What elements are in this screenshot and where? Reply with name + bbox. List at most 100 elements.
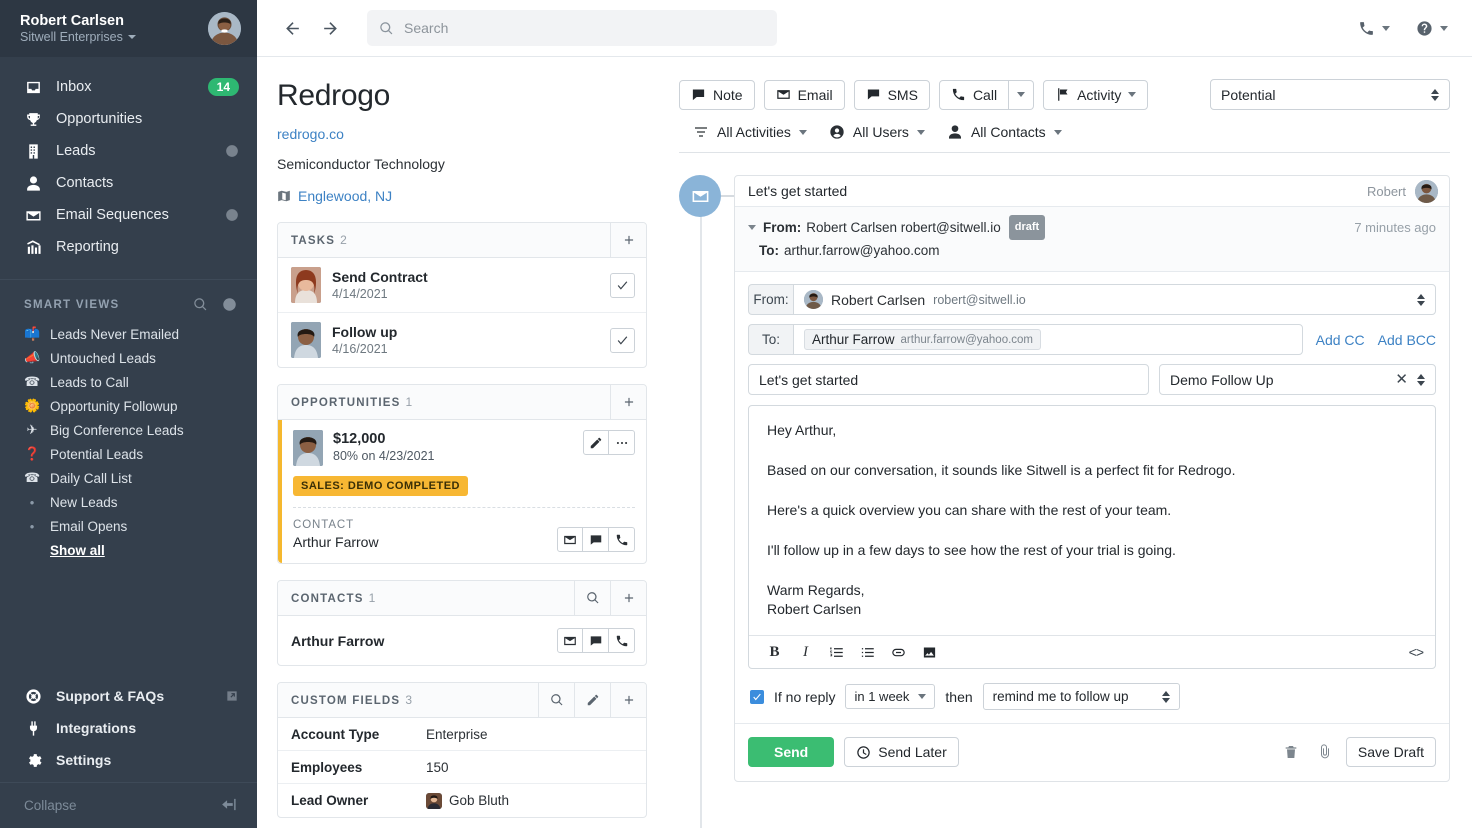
add-lead-icon[interactable] bbox=[225, 144, 239, 158]
clock-icon bbox=[857, 745, 870, 759]
sidebar-item-leads[interactable]: Leads bbox=[0, 135, 257, 167]
sidebar-item-contacts[interactable]: Contacts bbox=[0, 167, 257, 199]
sidebar-item-email-sequences[interactable]: Email Sequences bbox=[0, 199, 257, 231]
custom-field-row[interactable]: Employees 150 bbox=[278, 751, 646, 784]
sidebar-item-daily-call-list[interactable]: ☎ Daily Call List bbox=[0, 466, 257, 490]
link-button[interactable] bbox=[885, 640, 912, 665]
chevron-down-icon bbox=[1440, 25, 1448, 31]
add-smart-view-icon[interactable] bbox=[222, 297, 239, 314]
sidebar-item-inbox[interactable]: Inbox 14 bbox=[0, 71, 257, 103]
opportunity-more-button[interactable] bbox=[609, 430, 635, 455]
phone-menu-button[interactable] bbox=[1354, 16, 1394, 41]
sidebar-item-opportunity-followup[interactable]: 🌼 Opportunity Followup bbox=[0, 394, 257, 418]
attach-file-button[interactable] bbox=[1312, 739, 1338, 765]
sms-button[interactable]: SMS bbox=[853, 79, 930, 110]
bullet-list-button[interactable] bbox=[854, 640, 881, 665]
lead-status-select[interactable]: Potential bbox=[1210, 79, 1450, 110]
follow-up-action-select[interactable]: remind me to follow up bbox=[982, 683, 1180, 710]
lead-location[interactable]: Englewood, NJ bbox=[277, 188, 647, 204]
sms-contact-button[interactable] bbox=[583, 628, 609, 653]
send-button[interactable]: Send bbox=[748, 737, 835, 767]
chevron-down-icon bbox=[1017, 92, 1026, 97]
add-bcc-link[interactable]: Add BCC bbox=[1377, 331, 1436, 348]
sidebar-item-support[interactable]: Support & FAQs bbox=[0, 680, 257, 712]
custom-field-row[interactable]: Account Type Enterprise bbox=[278, 718, 646, 751]
forward-button[interactable] bbox=[313, 11, 347, 45]
italic-button[interactable]: I bbox=[803, 643, 808, 660]
filter-all-activities[interactable]: All Activities bbox=[693, 124, 807, 140]
composer-from-select[interactable]: Robert Carlsen robert@sitwell.io bbox=[793, 284, 1436, 315]
show-all-link[interactable]: Show all bbox=[50, 543, 105, 558]
insert-image-button[interactable] bbox=[916, 640, 943, 665]
search-custom-fields-button[interactable] bbox=[538, 682, 574, 718]
check-icon bbox=[617, 335, 628, 345]
sidebar-user-header[interactable]: Robert Carlsen Sitwell Enterprises bbox=[0, 0, 257, 57]
sidebar-item-potential-leads[interactable]: ❓ Potential Leads bbox=[0, 442, 257, 466]
send-later-button[interactable]: Send Later bbox=[844, 737, 959, 767]
lead-website-link[interactable]: redrogo.co bbox=[277, 126, 344, 142]
top-bar-right bbox=[1354, 16, 1452, 41]
follow-up-delay-select[interactable]: in 1 week bbox=[845, 684, 936, 709]
email-contact-button[interactable] bbox=[557, 527, 583, 552]
chevron-down-icon bbox=[1128, 92, 1137, 97]
add-sequence-icon[interactable] bbox=[225, 208, 239, 222]
source-code-button[interactable]: <> bbox=[1408, 644, 1424, 660]
expand-toggle-icon[interactable] bbox=[748, 225, 756, 230]
clear-template-icon[interactable]: ✕ bbox=[1395, 371, 1408, 388]
add-opportunity-button[interactable] bbox=[610, 384, 646, 420]
note-button[interactable]: Note bbox=[679, 79, 755, 110]
sidebar-item-email-opens[interactable]: • Email Opens bbox=[0, 514, 257, 538]
search-icon[interactable] bbox=[193, 297, 210, 314]
subject-input[interactable]: Let's get started bbox=[748, 364, 1149, 395]
task-row[interactable]: Follow up 4/16/2021 bbox=[278, 313, 646, 367]
sidebar-collapse-button[interactable]: Collapse bbox=[0, 782, 257, 828]
sidebar-item-big-conference-leads[interactable]: ✈ Big Conference Leads bbox=[0, 418, 257, 442]
task-complete-button[interactable] bbox=[610, 272, 635, 298]
edit-custom-fields-button[interactable] bbox=[574, 682, 610, 718]
ordered-list-button[interactable] bbox=[823, 640, 850, 665]
add-cc-link[interactable]: Add CC bbox=[1315, 331, 1365, 348]
sms-contact-button[interactable] bbox=[583, 527, 609, 552]
call-contact-button[interactable] bbox=[609, 527, 635, 552]
email-contact-button[interactable] bbox=[557, 628, 583, 653]
task-row[interactable]: Send Contract 4/14/2021 bbox=[278, 258, 646, 313]
add-contact-button[interactable] bbox=[610, 580, 646, 616]
call-dropdown-button[interactable] bbox=[1009, 79, 1035, 110]
envelope-stack-icon bbox=[24, 206, 43, 225]
search-contacts-button[interactable] bbox=[574, 580, 610, 616]
template-select[interactable]: Demo Follow Up ✕ bbox=[1159, 364, 1436, 395]
call-button[interactable]: Call bbox=[938, 79, 1010, 110]
sidebar-item-leads-never-emailed[interactable]: 📫 Leads Never Emailed bbox=[0, 322, 257, 346]
activity-button[interactable]: Activity bbox=[1043, 79, 1149, 110]
email-body[interactable]: Hey Arthur, Based on our conversation, i… bbox=[749, 406, 1435, 635]
sidebar-item-opportunities[interactable]: Opportunities bbox=[0, 103, 257, 135]
search-input[interactable]: Search bbox=[367, 10, 777, 46]
delete-draft-button[interactable] bbox=[1278, 739, 1304, 765]
call-contact-button[interactable] bbox=[609, 628, 635, 653]
help-menu-button[interactable] bbox=[1412, 16, 1452, 41]
bold-button[interactable]: B bbox=[769, 643, 780, 660]
sidebar-item-new-leads[interactable]: • New Leads bbox=[0, 490, 257, 514]
back-button[interactable] bbox=[275, 11, 309, 45]
sidebar-item-untouched-leads[interactable]: 📣 Untouched Leads bbox=[0, 346, 257, 370]
contact-row[interactable]: Arthur Farrow bbox=[278, 616, 646, 665]
email-button[interactable]: Email bbox=[763, 79, 845, 110]
add-task-button[interactable] bbox=[610, 222, 646, 258]
sidebar-item-reporting[interactable]: Reporting bbox=[0, 231, 257, 263]
composer-from-row: From: bbox=[748, 284, 1436, 315]
follow-up-checkbox[interactable] bbox=[750, 689, 764, 704]
add-custom-field-button[interactable] bbox=[610, 682, 646, 718]
avatar[interactable] bbox=[208, 12, 241, 45]
filter-all-contacts[interactable]: All Contacts bbox=[947, 124, 1062, 140]
composer-to-input[interactable]: Arthur Farrow arthur.farrow@yahoo.com bbox=[793, 324, 1303, 355]
save-draft-button[interactable]: Save Draft bbox=[1345, 737, 1436, 767]
edit-opportunity-button[interactable] bbox=[583, 430, 609, 455]
custom-field-value-wrap: Gob Bluth bbox=[426, 792, 646, 809]
recipient-chip[interactable]: Arthur Farrow arthur.farrow@yahoo.com bbox=[804, 329, 1042, 350]
task-complete-button[interactable] bbox=[610, 327, 635, 353]
sidebar-item-leads-to-call[interactable]: ☎ Leads to Call bbox=[0, 370, 257, 394]
sidebar-item-settings[interactable]: Settings bbox=[0, 744, 257, 776]
filter-all-users[interactable]: All Users bbox=[829, 124, 925, 140]
sidebar-item-integrations[interactable]: Integrations bbox=[0, 712, 257, 744]
custom-field-row[interactable]: Lead Owner Gob Bluth bbox=[278, 784, 646, 817]
